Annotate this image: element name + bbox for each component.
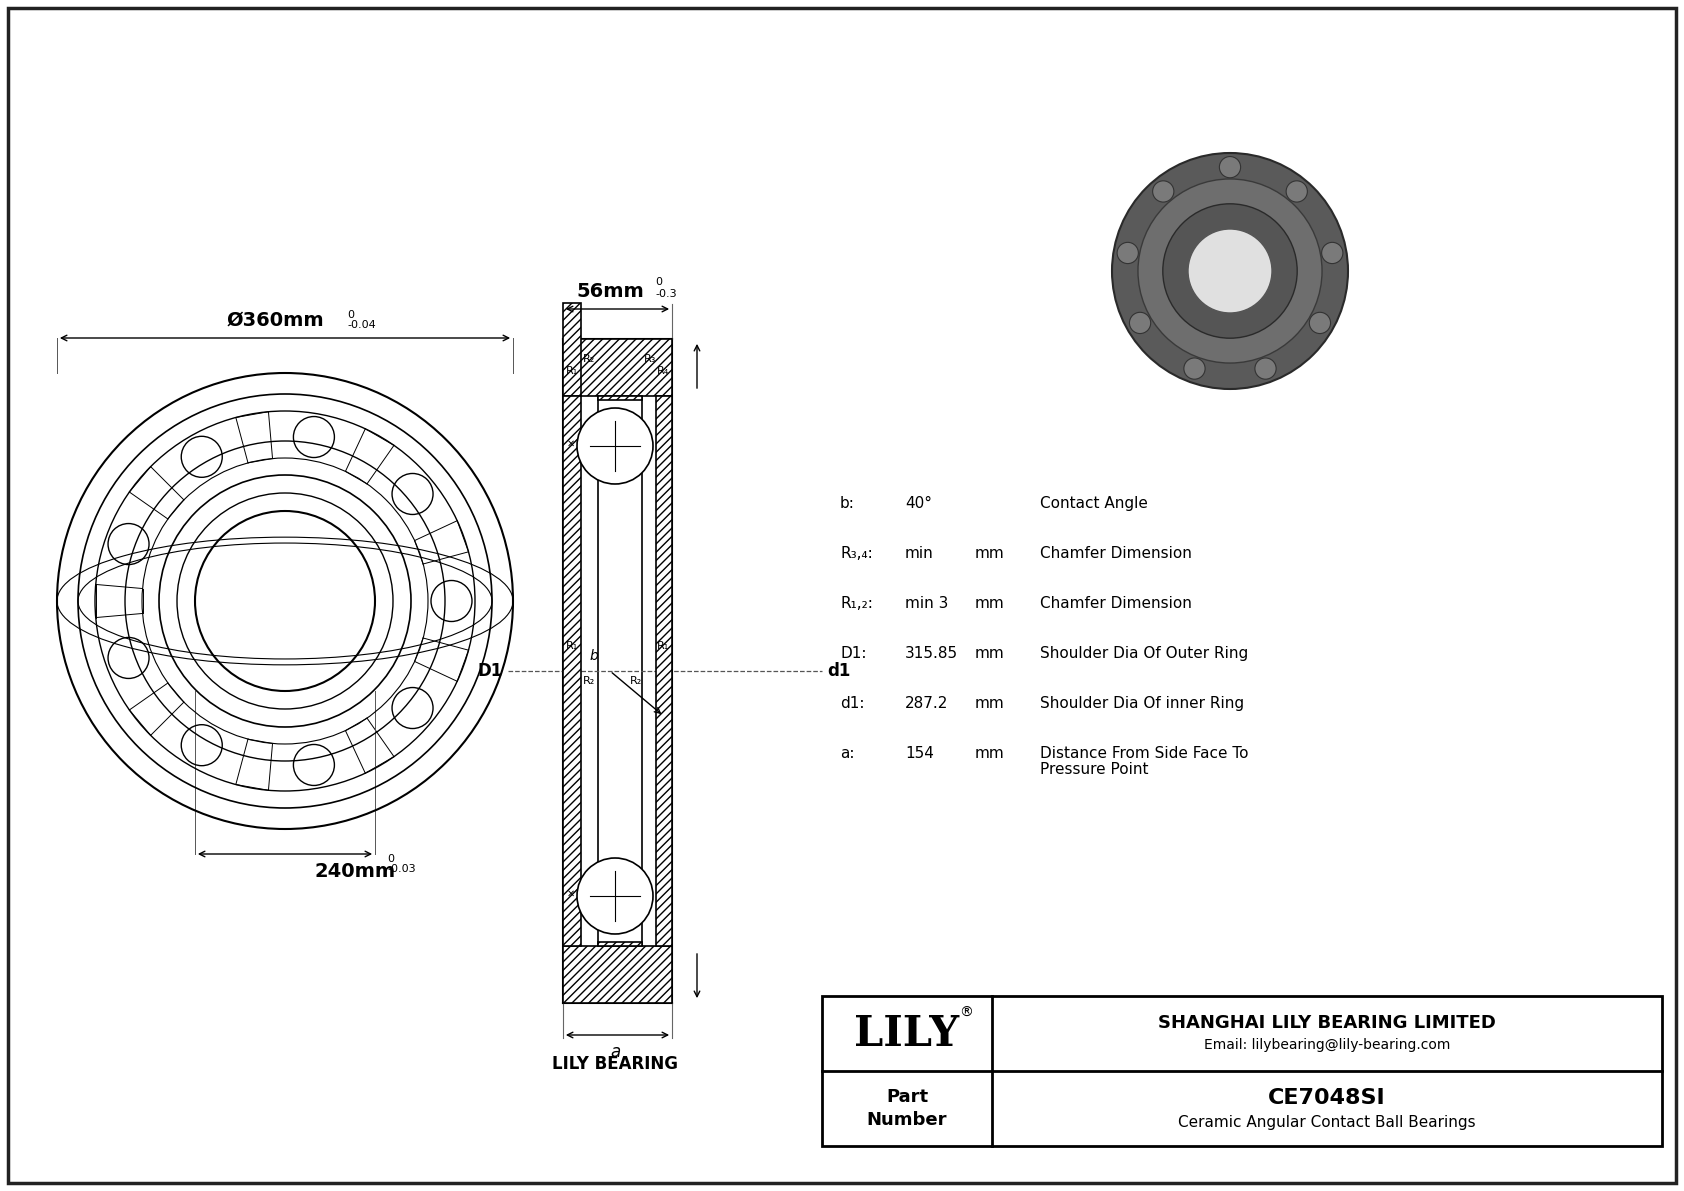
Text: R₁: R₁ [566,641,578,651]
Text: 40°: 40° [904,495,931,511]
Text: SHANGHAI LILY BEARING LIMITED: SHANGHAI LILY BEARING LIMITED [1159,1015,1495,1033]
Text: CE7048SI: CE7048SI [1268,1089,1386,1109]
Text: a: a [610,1043,620,1061]
Circle shape [578,409,653,484]
Text: 287.2: 287.2 [904,696,948,711]
Text: a:: a: [840,746,854,761]
Text: Contact Angle: Contact Angle [1041,495,1148,511]
Text: mm: mm [975,746,1005,761]
Text: D1: D1 [478,662,504,680]
Text: Ø360mm: Ø360mm [226,311,323,330]
Text: Distance From Side Face To: Distance From Side Face To [1041,746,1248,761]
Text: 0: 0 [387,854,394,863]
Text: Chamfer Dimension: Chamfer Dimension [1041,545,1192,561]
Text: mm: mm [975,696,1005,711]
Circle shape [1138,179,1322,363]
Text: 240mm: 240mm [315,862,396,881]
Circle shape [1287,181,1307,202]
Circle shape [1162,204,1297,338]
Circle shape [578,858,653,934]
Circle shape [1130,312,1150,333]
Text: Chamfer Dimension: Chamfer Dimension [1041,596,1192,611]
Text: min 3: min 3 [904,596,948,611]
Text: R₂: R₂ [583,676,594,686]
Text: R₁: R₁ [657,641,669,651]
Text: -0.04: -0.04 [347,320,376,330]
Text: ✕: ✕ [568,888,574,899]
Text: -0.03: -0.03 [387,863,416,874]
Text: b: b [589,649,598,663]
Text: R₄: R₄ [657,366,669,376]
Text: 0: 0 [347,310,354,320]
Bar [562,339,672,395]
Bar [657,395,672,946]
Text: d1: d1 [827,662,850,680]
Text: Shoulder Dia Of Outer Ring: Shoulder Dia Of Outer Ring [1041,646,1248,661]
Circle shape [1322,242,1342,263]
Text: R₁: R₁ [566,366,578,376]
Text: D1:: D1: [840,646,867,661]
Text: 154: 154 [904,746,935,761]
Bar [822,996,1662,1146]
Text: d1:: d1: [840,696,864,711]
Text: mm: mm [975,596,1005,611]
Text: min: min [904,545,933,561]
Text: ®: ® [958,1005,973,1019]
Text: -0.3: -0.3 [655,289,677,299]
Text: ✕: ✕ [568,439,574,449]
Text: 0: 0 [655,278,662,287]
Text: Pressure Point: Pressure Point [1041,762,1148,777]
Circle shape [1187,229,1271,313]
Bar [562,946,672,1003]
Text: 315.85: 315.85 [904,646,958,661]
Text: LILY: LILY [854,1012,960,1054]
Circle shape [1152,181,1174,202]
Text: R₂: R₂ [583,354,594,364]
Text: b:: b: [840,495,855,511]
Text: 56mm: 56mm [576,282,643,301]
Text: mm: mm [975,646,1005,661]
Bar [562,395,581,946]
Bar [598,395,642,400]
Circle shape [1116,242,1138,263]
Circle shape [1255,358,1276,379]
Text: R₂: R₂ [630,676,642,686]
Bar [562,303,581,395]
Bar [598,942,642,946]
Text: R₃,₄:: R₃,₄: [840,545,872,561]
Circle shape [1111,152,1347,389]
Text: Shoulder Dia Of inner Ring: Shoulder Dia Of inner Ring [1041,696,1244,711]
Circle shape [1308,312,1330,333]
Text: Ceramic Angular Contact Ball Bearings: Ceramic Angular Contact Ball Bearings [1179,1115,1475,1130]
Text: Email: lilybearing@lily-bearing.com: Email: lilybearing@lily-bearing.com [1204,1039,1450,1053]
Circle shape [1184,358,1206,379]
Circle shape [1219,156,1241,177]
Text: Part
Number: Part Number [867,1087,946,1129]
Text: R₃: R₃ [643,354,657,364]
Text: mm: mm [975,545,1005,561]
Text: LILY BEARING: LILY BEARING [552,1055,679,1073]
Text: R₁,₂:: R₁,₂: [840,596,872,611]
